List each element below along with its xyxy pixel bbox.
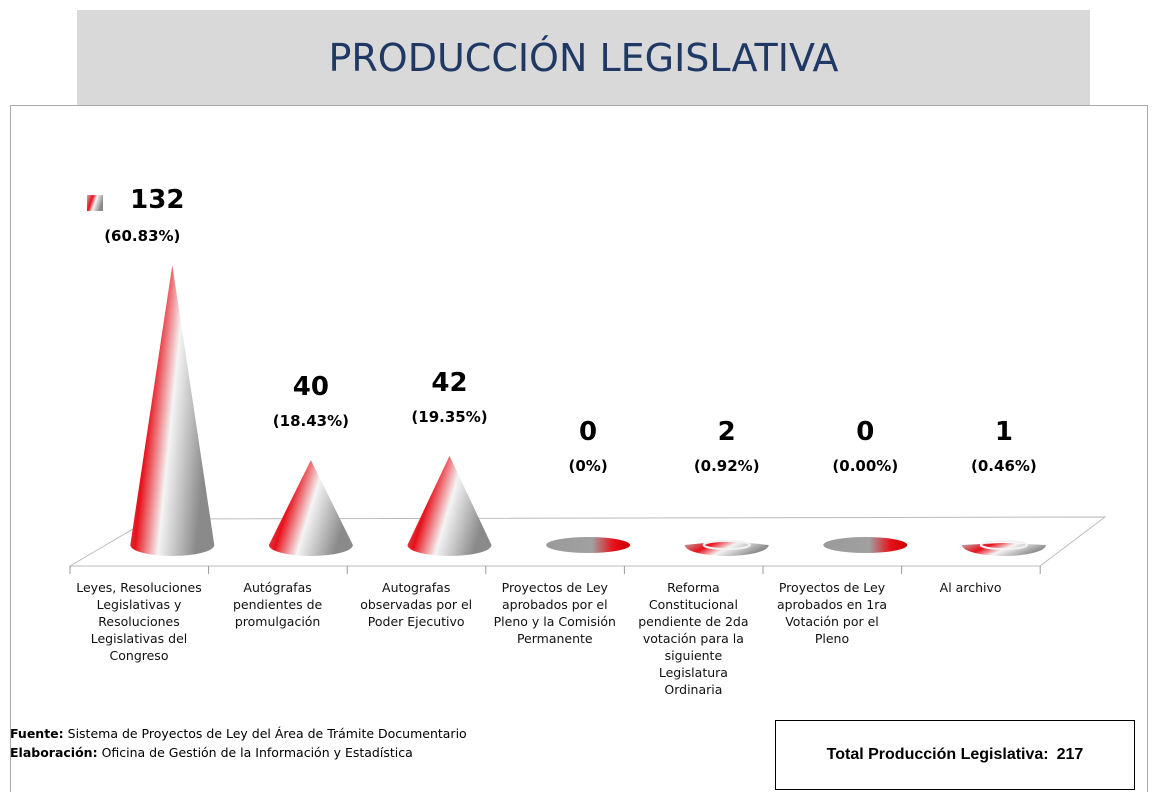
cone: [407, 455, 492, 556]
value-label: 40: [292, 372, 329, 403]
cone: [823, 537, 908, 553]
source: Fuente: Sistema de Proyectos de Ley del …: [10, 726, 467, 741]
legend-swatch: [87, 195, 103, 211]
x-tick-label: Autografas observadas por el Poder Ejecu…: [360, 580, 473, 629]
credit: Elaboración: Oficina de Gestión de la In…: [10, 745, 413, 760]
share-label: (19.35%): [411, 407, 488, 426]
value-label: 132: [130, 184, 185, 215]
credit-text: Oficina de Gestión de la Información y E…: [101, 745, 413, 760]
share-label: (0.00%): [832, 457, 899, 475]
cone: [130, 264, 215, 556]
x-tick-label: Autógrafas pendientes de promulgación: [232, 580, 323, 629]
share-label: (60.83%): [104, 226, 181, 245]
source-text: Sistema de Proyectos de Ley del Área de …: [67, 726, 467, 741]
cone-ring: [702, 540, 751, 550]
cone-ring: [979, 540, 1029, 550]
chart-title: PRODUCCIÓN LEGISLATIVA: [328, 35, 839, 80]
value-label: 0: [579, 417, 598, 447]
title-bar: PRODUCCIÓN LEGISLATIVA: [77, 10, 1090, 105]
x-tick-label: Reforma Constitucional pendiente de 2da …: [638, 580, 749, 697]
value-label: 1: [994, 417, 1013, 447]
share-label: (18.43%): [272, 412, 349, 431]
x-tick-label: Al archivo: [939, 580, 1002, 595]
share-label: (0.46%): [971, 457, 1037, 475]
credit-label: Elaboración:: [10, 745, 98, 760]
x-tick-label: Proyectos de Ley aprobados en 1ra Votaci…: [776, 580, 888, 646]
share-label: (0.92%): [693, 457, 760, 475]
cone: [268, 460, 353, 556]
cone: [546, 537, 631, 553]
value-label: 0: [856, 417, 875, 447]
source-label: Fuente:: [10, 726, 64, 741]
chart-frame: [10, 105, 1148, 792]
total-box: Total Producción Legislativa: 217: [775, 720, 1135, 790]
total-label: Total Producción Legislativa:: [826, 746, 1049, 763]
x-tick-label: Proyectos de Ley aprobados por el Pleno …: [493, 580, 616, 646]
value-label: 2: [717, 417, 736, 447]
x-tick-label: Leyes, Resoluciones Legislativas y Resol…: [76, 580, 202, 663]
share-label: (0%): [568, 457, 608, 475]
value-label: 42: [431, 367, 468, 398]
total-value: 217: [1056, 746, 1084, 763]
